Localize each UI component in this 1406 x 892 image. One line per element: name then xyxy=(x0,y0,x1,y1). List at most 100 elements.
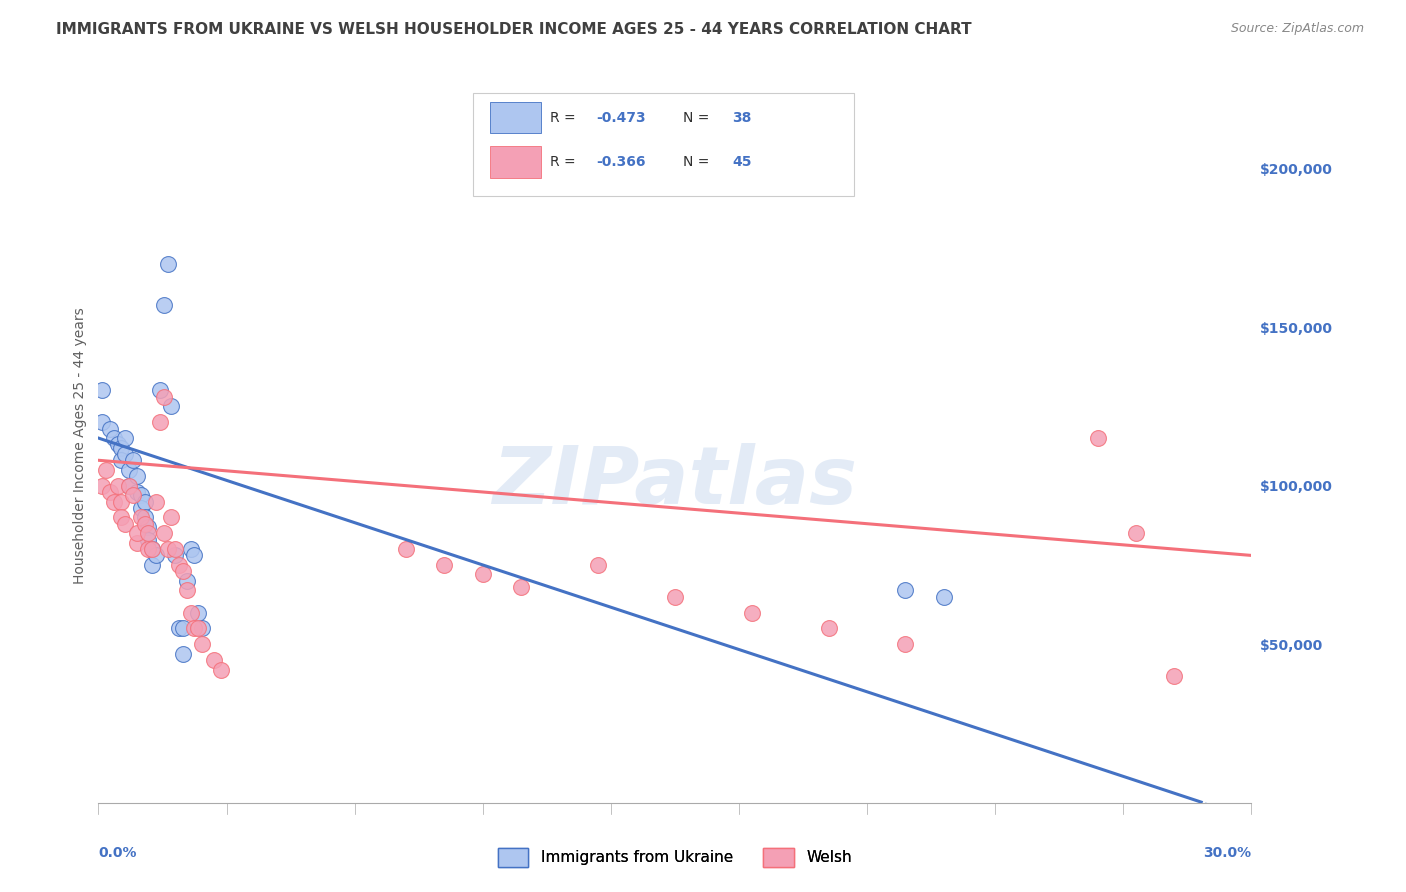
Text: -0.473: -0.473 xyxy=(596,111,647,125)
Point xyxy=(114,516,136,531)
Point xyxy=(141,558,163,572)
Point xyxy=(664,590,686,604)
Point xyxy=(134,510,156,524)
Point xyxy=(91,478,114,492)
Point xyxy=(134,516,156,531)
Text: IMMIGRANTS FROM UKRAINE VS WELSH HOUSEHOLDER INCOME AGES 25 - 44 YEARS CORRELATI: IMMIGRANTS FROM UKRAINE VS WELSH HOUSEHO… xyxy=(56,22,972,37)
Point xyxy=(103,494,125,508)
Point xyxy=(176,574,198,588)
Point xyxy=(1163,669,1185,683)
Point xyxy=(125,485,148,500)
Point xyxy=(134,494,156,508)
Y-axis label: Householder Income Ages 25 - 44 years: Householder Income Ages 25 - 44 years xyxy=(73,308,87,584)
Point xyxy=(165,549,187,563)
Point xyxy=(183,549,205,563)
Point xyxy=(160,400,183,414)
Point xyxy=(152,298,174,312)
Point xyxy=(110,510,132,524)
FancyBboxPatch shape xyxy=(491,102,541,134)
Point xyxy=(118,478,141,492)
Point xyxy=(118,463,141,477)
Point xyxy=(138,520,160,534)
Point xyxy=(141,542,163,557)
Point xyxy=(172,564,194,578)
Text: 45: 45 xyxy=(733,155,752,169)
Point xyxy=(1087,431,1109,445)
Point xyxy=(138,526,160,541)
Point xyxy=(176,583,198,598)
Text: N =: N = xyxy=(683,111,714,125)
Point xyxy=(110,453,132,467)
Legend: Immigrants from Ukraine, Welsh: Immigrants from Ukraine, Welsh xyxy=(498,848,852,866)
Point xyxy=(91,384,114,398)
Point xyxy=(149,384,172,398)
Point xyxy=(152,526,174,541)
Point xyxy=(187,621,209,635)
Point xyxy=(91,415,114,429)
Point xyxy=(817,621,839,635)
Point xyxy=(180,542,202,557)
Point xyxy=(110,494,132,508)
Point xyxy=(107,478,129,492)
Point xyxy=(141,542,163,557)
Point xyxy=(125,526,148,541)
Point xyxy=(103,431,125,445)
Text: R =: R = xyxy=(550,111,581,125)
Point xyxy=(138,533,160,547)
Point xyxy=(471,567,494,582)
Text: 30.0%: 30.0% xyxy=(1204,846,1251,860)
Point xyxy=(165,542,187,557)
Point xyxy=(138,542,160,557)
Text: 38: 38 xyxy=(733,111,752,125)
Point xyxy=(156,257,179,271)
Point xyxy=(209,663,232,677)
Text: ZIPatlas: ZIPatlas xyxy=(492,442,858,521)
Point xyxy=(167,558,190,572)
Point xyxy=(894,583,917,598)
Point xyxy=(510,580,533,594)
FancyBboxPatch shape xyxy=(472,93,853,196)
FancyBboxPatch shape xyxy=(491,146,541,178)
Point xyxy=(114,447,136,461)
Text: 0.0%: 0.0% xyxy=(98,846,136,860)
Point xyxy=(741,606,763,620)
Point xyxy=(149,415,172,429)
Point xyxy=(152,390,174,404)
Point xyxy=(110,441,132,455)
Point xyxy=(156,542,179,557)
Point xyxy=(122,488,145,502)
Point xyxy=(894,637,917,651)
Point xyxy=(202,653,225,667)
Point xyxy=(129,488,152,502)
Point xyxy=(433,558,456,572)
Point xyxy=(94,463,117,477)
Point xyxy=(118,478,141,492)
Point xyxy=(98,421,121,435)
Point xyxy=(167,621,190,635)
Text: R =: R = xyxy=(550,155,581,169)
Point xyxy=(191,637,214,651)
Point xyxy=(172,647,194,661)
Point xyxy=(114,431,136,445)
Point xyxy=(129,510,152,524)
Point xyxy=(122,453,145,467)
Point xyxy=(183,621,205,635)
Point xyxy=(172,621,194,635)
Point xyxy=(160,510,183,524)
Point xyxy=(187,606,209,620)
Point xyxy=(932,590,955,604)
Point xyxy=(1125,526,1147,541)
Point xyxy=(191,621,214,635)
Point xyxy=(125,535,148,549)
Text: -0.366: -0.366 xyxy=(596,155,645,169)
Point xyxy=(98,485,121,500)
Point xyxy=(145,494,167,508)
Point xyxy=(107,437,129,451)
Text: N =: N = xyxy=(683,155,714,169)
Point xyxy=(145,549,167,563)
Point xyxy=(395,542,418,557)
Point xyxy=(125,469,148,483)
Point xyxy=(180,606,202,620)
Point xyxy=(586,558,609,572)
Point xyxy=(129,500,152,515)
